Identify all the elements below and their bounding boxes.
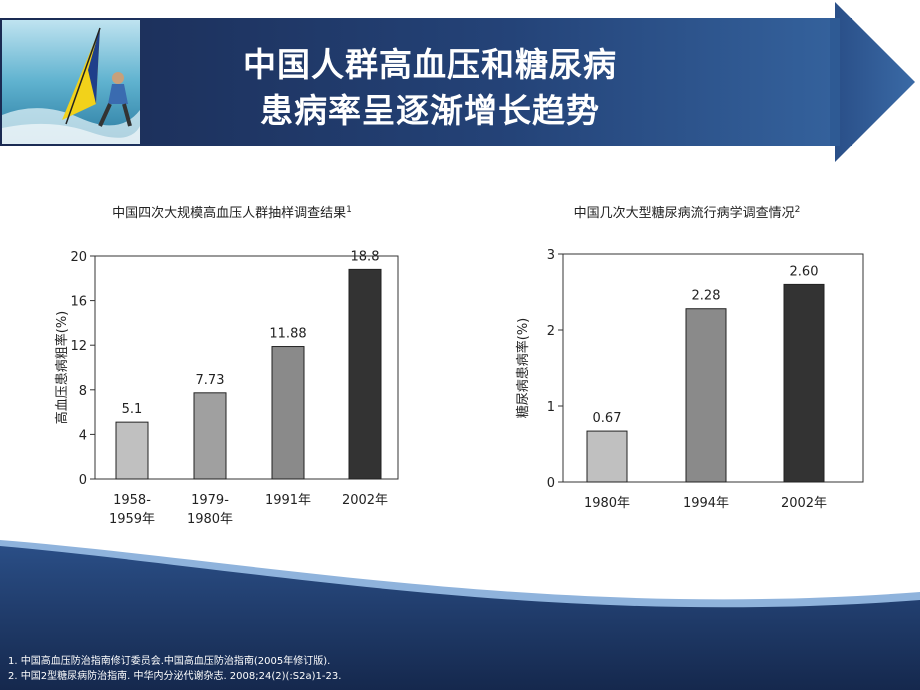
bar bbox=[783, 283, 825, 483]
y-axis-label: 糖尿病患病率(%) bbox=[515, 318, 531, 419]
x-category-label: 1980年 bbox=[187, 512, 233, 527]
references: 1. 中国高血压防治指南修订委员会.中国高血压防治指南(2005年修订版). 2… bbox=[8, 654, 341, 684]
title-banner bbox=[0, 2, 915, 162]
x-category-label: 1979- bbox=[191, 493, 229, 508]
y-tick-label: 0 bbox=[547, 476, 555, 491]
y-tick-label: 3 bbox=[547, 248, 555, 263]
windsurfer-photo bbox=[2, 20, 140, 144]
reference-1: 1. 中国高血压防治指南修订委员会.中国高血压防治指南(2005年修订版). bbox=[8, 656, 331, 667]
y-tick-label: 12 bbox=[70, 339, 87, 354]
bar bbox=[193, 392, 227, 480]
x-category-label: 2002年 bbox=[781, 496, 827, 511]
x-category-label: 1959年 bbox=[109, 512, 155, 527]
hypertension-chart: 中国四次大规模高血压人群抽样调查结果1 0 4 8 12 16 20 高血压患病粗率(%) 5.… bbox=[54, 205, 399, 527]
y-tick-label: 20 bbox=[70, 250, 87, 265]
y-axis-label: 高血压患病粗率(%) bbox=[54, 311, 70, 425]
y-tick-label: 16 bbox=[70, 295, 87, 310]
y-tick-label: 4 bbox=[79, 428, 87, 443]
bar bbox=[685, 308, 727, 483]
x-category-label: 2002年 bbox=[342, 493, 388, 508]
plot-frame bbox=[94, 255, 399, 480]
y-tick-label: 2 bbox=[547, 324, 555, 339]
chart-title-footnote: 1 bbox=[346, 205, 352, 215]
title-line-2: 患病率呈逐渐增长趋势 bbox=[260, 91, 600, 130]
bar-value-label: 11.88 bbox=[269, 327, 306, 342]
x-category-label: 1994年 bbox=[683, 496, 729, 511]
bar-value-label: 2.28 bbox=[692, 289, 721, 304]
bar bbox=[271, 346, 305, 480]
footer-wave bbox=[0, 540, 920, 690]
reference-2: 2. 中国2型糖尿病防治指南. 中华内分泌代谢杂志. 2008;24(2)(:S… bbox=[8, 671, 342, 682]
bar bbox=[115, 421, 149, 480]
bar-value-label: 5.1 bbox=[122, 402, 143, 417]
x-category-label: 1991年 bbox=[265, 493, 311, 508]
bar bbox=[586, 430, 628, 483]
bar-value-label: 0.67 bbox=[593, 411, 622, 426]
chart-title: 中国几次大型糖尿病流行病学调查情况2 bbox=[574, 205, 801, 221]
y-tick-label: 0 bbox=[79, 473, 87, 488]
title-line-1: 中国人群高血压和糖尿病 bbox=[243, 45, 617, 84]
bar-value-label: 18.8 bbox=[351, 249, 380, 264]
arrow-shape bbox=[835, 2, 915, 162]
x-category-label: 1980年 bbox=[584, 496, 630, 511]
chart-title-footnote: 2 bbox=[795, 205, 801, 215]
y-tick-label: 8 bbox=[79, 384, 87, 399]
bar-value-label: 2.60 bbox=[790, 264, 819, 279]
page-title: 中国人群高血压和糖尿病 患病率呈逐渐增长趋势 bbox=[150, 42, 710, 134]
bar-value-label: 7.73 bbox=[196, 373, 225, 388]
bar bbox=[348, 268, 382, 480]
x-category-label: 1958- bbox=[113, 493, 151, 508]
chart-title: 中国四次大规模高血压人群抽样调查结果1 bbox=[112, 205, 352, 221]
y-tick-label: 1 bbox=[547, 400, 555, 415]
diabetes-chart: 中国几次大型糖尿病流行病学调查情况2 0 1 2 3 糖尿病患病率(%) 0.67 1980年… bbox=[515, 205, 864, 511]
